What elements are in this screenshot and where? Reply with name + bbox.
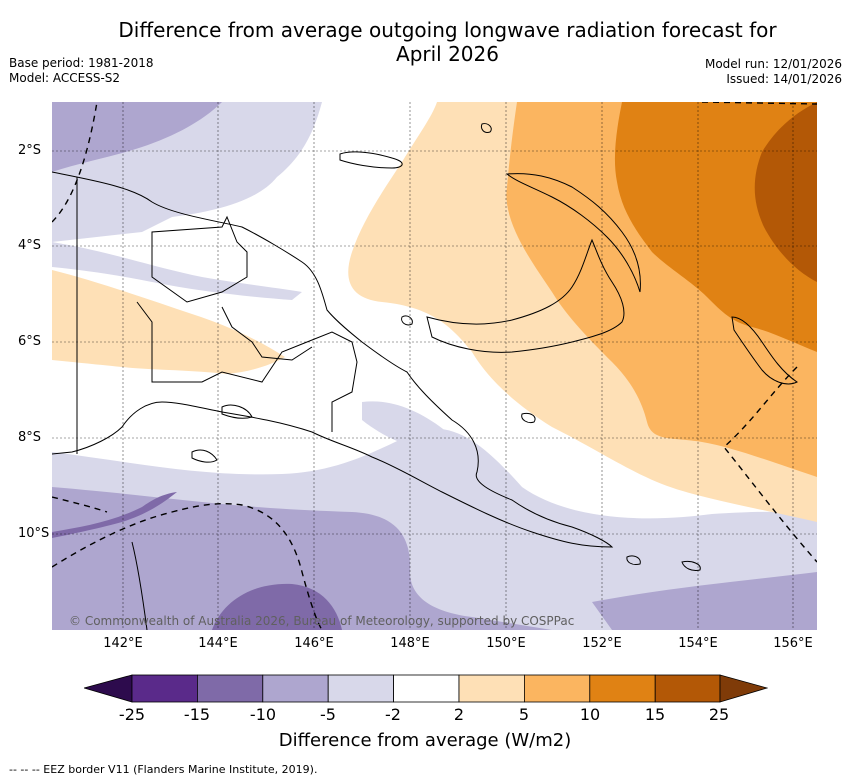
eez-legend: -- -- -- EEZ border V11 (Flanders Marine… [9, 763, 318, 776]
y-tick-10s: 10°S [18, 526, 50, 541]
inland-border-2 [136, 301, 358, 432]
coastlines [52, 123, 798, 630]
title-line-2: April 2026 [396, 42, 499, 66]
anomaly-minus10-southeast [592, 572, 817, 630]
map-svg [52, 102, 817, 630]
y-tick-6s: 6°S [18, 334, 42, 349]
fly-river-delta [221, 404, 253, 419]
y-tick-2s: 2°S [18, 143, 42, 158]
model-run: Model run: 12/01/2026 [704, 57, 842, 71]
anomaly-plus15-east [754, 102, 817, 282]
cape-york-coast [131, 541, 148, 630]
colorbar-segment-2 [197, 674, 264, 703]
meta-right: Model run: 12/01/2026 Issued: 14/01/2026 [705, 57, 842, 87]
bismarck-islet-1 [481, 123, 492, 133]
anomaly-minus15-southwest [52, 492, 177, 538]
new-guinea-coast [52, 171, 614, 548]
map-title: Difference from average outgoing longwav… [90, 18, 805, 66]
colorbar [84, 674, 768, 703]
meta-left: Base period: 1981-2018 Model: ACCESS-S2 [9, 56, 154, 86]
bismarck-islet-2 [401, 315, 413, 326]
inland-border-3 [221, 306, 313, 361]
x-tick-144: 144°E [198, 636, 238, 651]
colorbar-title: Difference from average (W/m2) [278, 730, 572, 751]
eez-south-west [52, 503, 323, 630]
eez-east [723, 366, 817, 563]
solomon-islet-1 [681, 561, 701, 571]
y-tick-8s: 8°S [18, 430, 42, 445]
colorbar-segment-4 [327, 674, 394, 703]
issued-date: Issued: 14/01/2026 [726, 72, 842, 86]
y-tick-4s: 4°S [18, 238, 42, 253]
x-tick-154: 154°E [678, 636, 718, 651]
colorbar-segment-5 [393, 674, 460, 703]
colorbar-label-3: -10 [249, 705, 277, 724]
x-tick-156: 156°E [773, 636, 813, 651]
anomaly-minus15-south [212, 583, 342, 630]
manus-coast [339, 151, 403, 169]
eez-south-west-2 [52, 496, 108, 513]
eez-north-east [701, 102, 817, 105]
new-britain-coast [426, 238, 625, 353]
map-panel [52, 102, 817, 630]
colorbar-label-8: 10 [579, 705, 601, 724]
colorbar-label-5: -2 [385, 705, 401, 724]
model-name: Model: ACCESS-S2 [9, 71, 121, 85]
trobriand-islet [521, 413, 536, 423]
colorbar-segment-7 [523, 674, 591, 703]
colorbar-segment-1 [131, 674, 198, 703]
x-tick-148: 148°E [390, 636, 430, 651]
anomaly-minus5-mid [362, 401, 455, 451]
colorbar-label-1: -25 [118, 705, 146, 724]
colorbar-extend-min [84, 674, 133, 703]
solomon-islet-2 [626, 555, 641, 565]
anomaly-plus2-west [52, 270, 285, 374]
colorbar-extend-max [719, 674, 768, 703]
colorbar-label-9: 15 [644, 705, 666, 724]
x-tick-146: 146°E [294, 636, 334, 651]
colorbar-segment-8 [589, 674, 656, 703]
new-ireland-coast [505, 173, 641, 293]
colorbar-label-10: 25 [708, 705, 730, 724]
inland-border-1 [151, 215, 248, 303]
graticule [52, 102, 817, 630]
x-tick-142: 142°E [103, 636, 143, 651]
anomaly-minus10-south [52, 487, 552, 630]
base-period: Base period: 1981-2018 [9, 56, 154, 70]
eez-borders [52, 102, 817, 630]
colorbar-label-6: 2 [453, 705, 465, 724]
copyright-notice: © Commonwealth of Australia 2026, Bureau… [69, 614, 575, 628]
colorbar-segment-3 [262, 674, 329, 703]
anomaly-minus5-west-band [52, 242, 302, 300]
colorbar-label-4: -5 [320, 705, 336, 724]
torres-strait-islets [191, 449, 218, 463]
colorbar-segment-9 [654, 674, 721, 703]
eez-north-west [52, 102, 98, 223]
colorbar-segment-6 [458, 674, 525, 703]
colorbar-label-2: -15 [183, 705, 211, 724]
x-tick-150: 150°E [486, 636, 526, 651]
colorbar-label-7: 5 [518, 705, 530, 724]
title-line-1: Difference from average outgoing longwav… [118, 18, 777, 42]
x-tick-152: 152°E [582, 636, 622, 651]
bougainville-coast [731, 316, 798, 385]
